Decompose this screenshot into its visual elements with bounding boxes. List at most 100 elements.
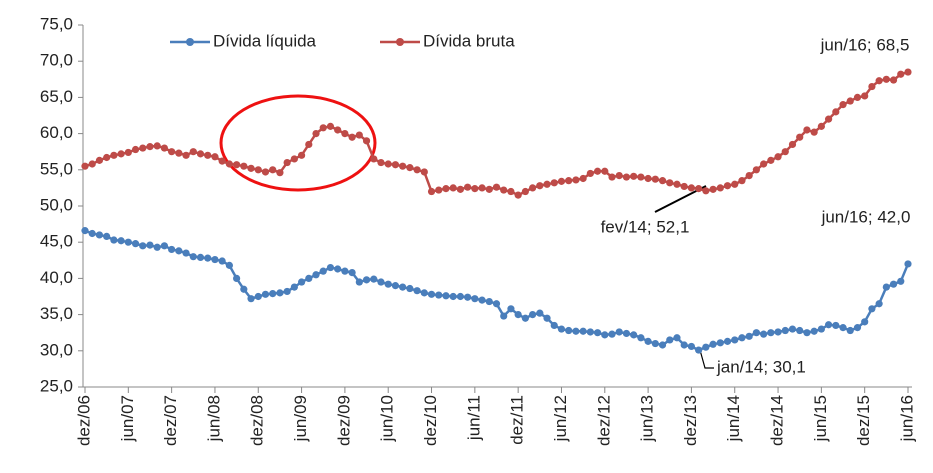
point	[233, 274, 241, 282]
point	[362, 276, 371, 284]
point	[204, 151, 212, 159]
point	[456, 185, 465, 193]
point	[269, 166, 277, 174]
point	[637, 334, 645, 342]
x-tick-label: jun/10	[378, 395, 397, 442]
point	[832, 321, 840, 330]
point	[550, 179, 558, 187]
point	[752, 329, 760, 337]
point	[521, 314, 529, 322]
point	[868, 305, 876, 313]
point	[622, 173, 631, 181]
point	[723, 337, 732, 345]
point	[673, 180, 681, 188]
point	[240, 285, 248, 293]
x-tick-label: dez/12	[594, 395, 613, 446]
point	[709, 185, 717, 193]
point	[399, 283, 407, 291]
y-tick-label: 25,0	[40, 376, 73, 395]
point	[362, 137, 371, 145]
point	[290, 283, 298, 291]
point	[579, 174, 587, 183]
point	[391, 161, 400, 169]
point	[355, 278, 363, 286]
point	[160, 144, 169, 152]
point	[305, 140, 313, 149]
x-tick-label: dez/13	[681, 395, 700, 446]
point	[651, 175, 659, 183]
point	[478, 184, 486, 192]
point	[817, 325, 825, 333]
point	[283, 287, 291, 296]
point	[796, 326, 804, 335]
point	[702, 343, 710, 351]
point	[435, 291, 443, 299]
point	[370, 155, 378, 163]
point	[536, 182, 544, 190]
point	[868, 82, 876, 91]
legend-marker	[396, 38, 404, 46]
point	[377, 158, 385, 167]
point	[637, 173, 645, 181]
point	[695, 185, 703, 193]
legend-label: Dívida líquida	[213, 31, 317, 50]
point	[254, 166, 262, 174]
point	[536, 309, 544, 317]
point	[839, 324, 847, 332]
point	[709, 340, 717, 348]
point	[796, 133, 804, 141]
point	[218, 157, 226, 165]
point	[557, 177, 566, 185]
point	[658, 341, 667, 349]
point	[478, 296, 486, 304]
series-line	[84, 70, 909, 197]
x-tick-label: jun/09	[291, 395, 310, 442]
point	[247, 295, 255, 303]
point	[95, 156, 104, 164]
point	[420, 168, 428, 176]
point	[601, 331, 609, 339]
point	[341, 267, 349, 275]
point	[528, 311, 537, 319]
point	[846, 326, 854, 335]
point	[225, 160, 233, 168]
point	[889, 76, 898, 84]
x-tick-label: jun/15	[811, 395, 830, 442]
point	[781, 326, 789, 335]
point	[882, 283, 890, 291]
point	[788, 325, 797, 333]
point	[88, 160, 96, 168]
point	[817, 122, 825, 130]
point	[521, 187, 529, 196]
point	[507, 305, 515, 313]
point	[810, 327, 818, 335]
point	[175, 149, 183, 157]
annotation: jun/16; 68,5	[820, 35, 910, 54]
point	[312, 271, 320, 279]
x-tick-label: jun/08	[204, 395, 223, 442]
point	[680, 341, 688, 349]
point	[716, 184, 724, 192]
point	[471, 185, 479, 193]
point	[550, 321, 558, 330]
point	[103, 153, 111, 162]
point	[283, 158, 291, 167]
point	[341, 130, 349, 138]
x-tick-label: jun/07	[118, 395, 137, 442]
point	[131, 240, 140, 248]
point	[579, 327, 587, 335]
point	[196, 150, 205, 158]
point	[565, 177, 573, 185]
point	[427, 290, 436, 298]
point	[651, 339, 659, 348]
point	[348, 133, 356, 141]
point	[767, 156, 775, 164]
point	[774, 328, 782, 336]
point	[630, 331, 638, 339]
point	[413, 287, 421, 295]
legend-label: Dívida bruta	[423, 31, 515, 50]
point	[233, 161, 241, 169]
y-tick-label: 40,0	[40, 268, 73, 287]
annotation: fev/14; 52,1	[601, 217, 690, 236]
